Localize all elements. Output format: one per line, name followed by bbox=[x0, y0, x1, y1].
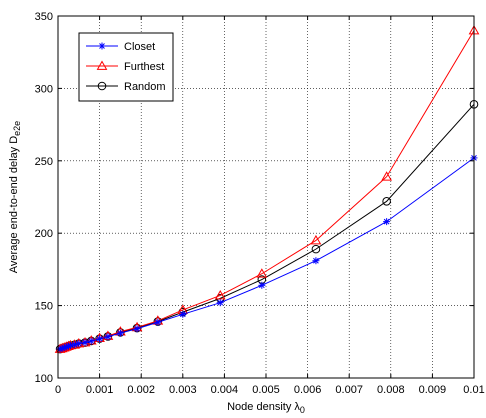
y-axis-label: Average end-to-end delay De2e bbox=[8, 121, 22, 273]
data-point-closet bbox=[81, 339, 89, 347]
y-axis-label-subscript: e2e bbox=[12, 121, 22, 136]
x-tick-label: 0.008 bbox=[377, 384, 405, 396]
data-point-random bbox=[103, 332, 113, 341]
x-tick-label: 0.004 bbox=[211, 384, 239, 396]
axis-ticks: 0 0.001 0.002 0.003 0.004 0.005 0.006 0.007 0.00… bbox=[35, 11, 485, 396]
data-point-closet bbox=[96, 335, 104, 343]
series-line-random bbox=[59, 103, 475, 350]
data-point-closet bbox=[75, 340, 83, 348]
x-axis-label: Node density λ0 bbox=[227, 401, 305, 415]
y-tick-label: 200 bbox=[35, 228, 53, 240]
x-tick-label: 0.002 bbox=[127, 384, 155, 396]
y-tick-label: 150 bbox=[35, 301, 53, 313]
legend-label: Furthest bbox=[124, 61, 164, 73]
legend-marker bbox=[97, 81, 107, 91]
series-closet bbox=[56, 154, 478, 353]
series-layer bbox=[54, 24, 480, 354]
data-point-furthest bbox=[214, 289, 226, 300]
data-point-furthest bbox=[381, 171, 393, 181]
data-point-closet bbox=[87, 337, 95, 345]
y-axis-label-base: Average end-to-end delay D bbox=[8, 136, 20, 273]
y-tick-label: 350 bbox=[35, 11, 53, 23]
legend-item-closet: Closet bbox=[86, 41, 155, 53]
data-point-closet bbox=[258, 281, 266, 289]
data-point-closet bbox=[312, 257, 320, 265]
x-axis-label-base: Node density λ bbox=[227, 401, 300, 413]
data-point-closet bbox=[179, 310, 187, 318]
legend-label: Random bbox=[124, 81, 166, 93]
series-random bbox=[55, 100, 479, 354]
y-tick-label: 250 bbox=[35, 156, 53, 168]
data-point-closet bbox=[71, 341, 79, 349]
x-tick-label: 0 bbox=[55, 384, 61, 396]
x-tick-label: 0.007 bbox=[335, 384, 363, 396]
x-tick-label: 0.003 bbox=[169, 384, 197, 396]
data-point-furthest bbox=[310, 234, 322, 245]
legend-item-furthest: Furthest bbox=[86, 60, 164, 73]
legend: Closet Furthest Random bbox=[78, 32, 174, 102]
data-point-closet bbox=[216, 299, 224, 307]
x-tick-label: 0.01 bbox=[463, 384, 484, 396]
data-point-closet bbox=[154, 318, 162, 326]
legend-marker bbox=[98, 42, 106, 50]
series-line-closet bbox=[59, 157, 475, 350]
data-point-closet bbox=[116, 329, 124, 337]
x-tick-label: 0.005 bbox=[252, 384, 280, 396]
legend-marker bbox=[96, 60, 108, 70]
x-tick-label: 0.009 bbox=[419, 384, 447, 396]
legend-box bbox=[78, 32, 174, 102]
y-tick-label: 100 bbox=[35, 373, 53, 385]
data-point-random bbox=[382, 197, 391, 206]
data-point-random bbox=[311, 244, 321, 254]
legend-label: Closet bbox=[124, 41, 155, 53]
x-tick-label: 0.001 bbox=[86, 384, 114, 396]
data-point-furthest bbox=[256, 268, 268, 278]
y-tick-label: 300 bbox=[35, 83, 53, 95]
x-tick-label: 0.006 bbox=[294, 384, 322, 396]
legend-item-random: Random bbox=[86, 81, 166, 93]
x-axis-label-subscript: 0 bbox=[300, 405, 305, 415]
data-point-closet bbox=[133, 325, 141, 333]
data-point-closet bbox=[383, 218, 391, 226]
data-point-closet bbox=[104, 333, 112, 341]
